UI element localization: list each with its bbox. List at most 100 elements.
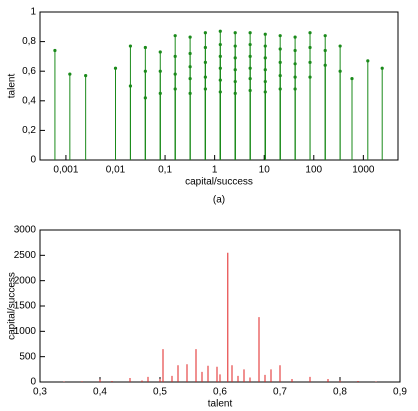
marker — [188, 65, 192, 69]
marker — [53, 48, 57, 53]
marker — [218, 29, 222, 33]
marker — [218, 78, 222, 82]
marker — [263, 44, 267, 48]
x-tick-label: 10 — [259, 165, 271, 176]
marker — [263, 68, 267, 72]
marker — [263, 79, 267, 84]
x-tick-label: 0,8 — [333, 387, 347, 398]
x-tick-label: 0,7 — [273, 387, 287, 398]
marker — [143, 45, 147, 50]
marker — [233, 31, 237, 35]
marker — [323, 63, 327, 67]
marker — [188, 51, 192, 56]
marker — [308, 31, 312, 35]
x-tick-label: 0,4 — [93, 387, 107, 398]
marker — [188, 35, 192, 39]
x-tick-label: 0,6 — [213, 387, 227, 398]
marker — [128, 44, 133, 48]
marker — [366, 59, 370, 63]
marker — [338, 44, 342, 48]
y-tick-label: 2500 — [14, 250, 37, 261]
marker — [293, 87, 297, 91]
marker — [308, 60, 312, 64]
marker — [158, 91, 162, 95]
marker — [248, 88, 252, 93]
marker — [350, 77, 354, 81]
marker — [188, 91, 192, 95]
marker — [203, 60, 207, 64]
y-tick-label: 500 — [19, 351, 36, 362]
y-tick-label: 1500 — [14, 301, 37, 312]
marker — [218, 42, 222, 47]
marker — [233, 68, 237, 72]
marker — [338, 69, 342, 73]
y-tick-label: 0,2 — [22, 125, 36, 136]
y-axis-label: capital/success — [7, 272, 18, 340]
marker — [188, 77, 192, 81]
marker — [293, 35, 297, 39]
marker — [308, 45, 312, 50]
marker — [278, 34, 282, 38]
x-tick-label: 1000 — [352, 165, 375, 176]
marker — [218, 66, 222, 70]
marker — [233, 79, 237, 84]
y-tick-label: 0,4 — [22, 95, 36, 106]
marker — [293, 75, 297, 79]
y-axis-label: talent — [7, 74, 18, 99]
marker — [248, 77, 252, 81]
x-tick-label: 0,01 — [106, 165, 126, 176]
marker — [278, 87, 282, 91]
y-tick-label: 0,8 — [22, 36, 36, 47]
marker — [308, 75, 312, 79]
marker — [128, 84, 133, 88]
marker — [203, 45, 207, 50]
x-tick-label: 0,9 — [393, 387, 407, 398]
x-axis-label: talent — [208, 399, 233, 410]
x-tick-label: 0,001 — [53, 165, 78, 176]
marker — [248, 42, 252, 47]
marker — [263, 56, 267, 60]
marker — [218, 54, 222, 59]
marker — [278, 60, 282, 64]
marker — [143, 69, 147, 73]
marker — [113, 66, 118, 70]
marker — [158, 69, 162, 73]
marker — [278, 47, 282, 51]
marker — [323, 34, 327, 38]
y-tick-label: 1000 — [14, 326, 37, 337]
y-tick-label: 0 — [30, 155, 36, 166]
y-tick-label: 3000 — [14, 225, 37, 236]
marker — [293, 62, 297, 66]
marker — [173, 72, 177, 76]
plot-frame — [39, 11, 399, 161]
x-tick-label: 1 — [212, 165, 218, 176]
marker — [203, 31, 207, 35]
marker — [380, 66, 384, 70]
marker — [218, 90, 222, 94]
y-tick-label: 0,6 — [22, 66, 36, 77]
marker — [173, 87, 177, 91]
marker — [278, 74, 282, 78]
marker — [68, 72, 72, 76]
x-tick-label: 0,3 — [33, 387, 47, 398]
marker — [203, 87, 207, 91]
marker — [248, 54, 252, 59]
y-tick-label: 2000 — [14, 275, 37, 286]
marker — [263, 90, 267, 94]
marker — [173, 34, 177, 38]
marker — [143, 96, 147, 100]
marker — [233, 91, 237, 95]
x-tick-label: 100 — [305, 165, 322, 176]
marker — [233, 56, 237, 60]
y-tick-label: 1 — [30, 7, 36, 18]
marker — [173, 54, 177, 59]
x-tick-label: 0,1 — [158, 165, 172, 176]
annotation: (a) — [213, 195, 225, 206]
plot-frame — [39, 229, 401, 383]
marker — [203, 75, 207, 79]
marker — [293, 48, 297, 53]
marker — [263, 32, 267, 36]
x-axis-label: capital/success — [185, 177, 253, 188]
marker — [84, 74, 88, 78]
